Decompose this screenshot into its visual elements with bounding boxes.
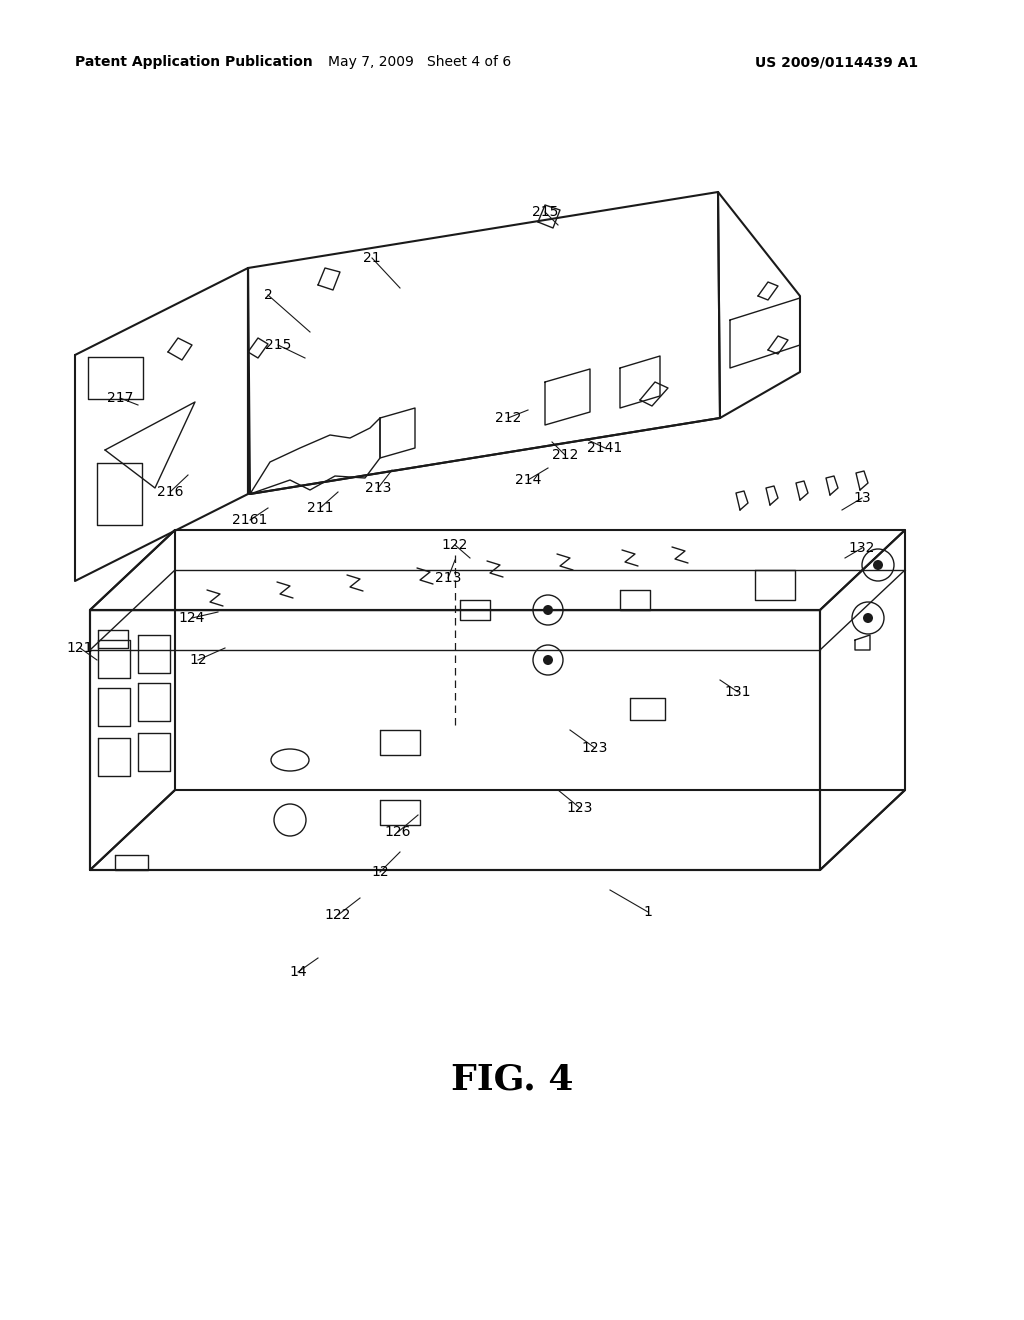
- Text: 213: 213: [435, 572, 461, 585]
- Text: 122: 122: [441, 539, 468, 552]
- Circle shape: [863, 612, 873, 623]
- Text: 131: 131: [725, 685, 752, 700]
- Text: 126: 126: [385, 825, 412, 840]
- Circle shape: [543, 605, 553, 615]
- Text: 212: 212: [552, 447, 579, 462]
- Text: 122: 122: [325, 908, 351, 921]
- Text: 14: 14: [289, 965, 307, 979]
- Text: 123: 123: [567, 801, 593, 814]
- Text: 13: 13: [853, 491, 870, 506]
- Circle shape: [543, 655, 553, 665]
- Text: 12: 12: [371, 865, 389, 879]
- Text: Patent Application Publication: Patent Application Publication: [75, 55, 312, 69]
- Text: FIG. 4: FIG. 4: [451, 1063, 573, 1097]
- Text: 21: 21: [364, 251, 381, 265]
- Text: 211: 211: [307, 502, 333, 515]
- Text: 2: 2: [263, 288, 272, 302]
- Text: 216: 216: [157, 484, 183, 499]
- Text: 213: 213: [365, 480, 391, 495]
- Text: 12: 12: [189, 653, 207, 667]
- Text: 132: 132: [849, 541, 876, 554]
- Text: 215: 215: [531, 205, 558, 219]
- Text: 121: 121: [67, 642, 93, 655]
- Text: US 2009/0114439 A1: US 2009/0114439 A1: [755, 55, 919, 69]
- Text: 212: 212: [495, 411, 521, 425]
- Text: 1: 1: [643, 906, 652, 919]
- Text: 2161: 2161: [232, 513, 267, 527]
- Text: 2141: 2141: [588, 441, 623, 455]
- Text: May 7, 2009   Sheet 4 of 6: May 7, 2009 Sheet 4 of 6: [329, 55, 512, 69]
- Text: 124: 124: [179, 611, 205, 624]
- Text: 215: 215: [265, 338, 291, 352]
- Circle shape: [873, 560, 883, 570]
- Text: 217: 217: [106, 391, 133, 405]
- Text: 214: 214: [515, 473, 542, 487]
- Text: 123: 123: [582, 741, 608, 755]
